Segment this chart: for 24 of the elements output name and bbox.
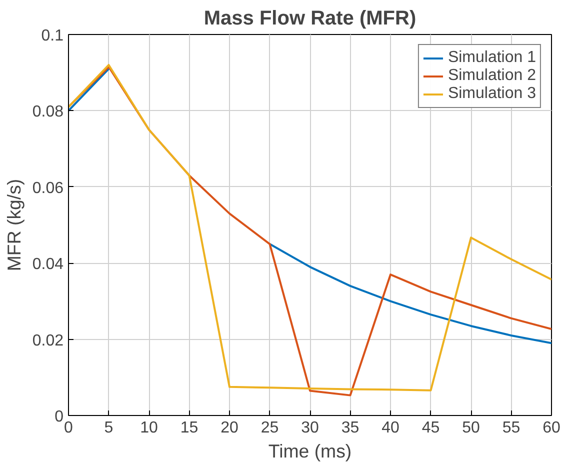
x-tick-label: 60	[542, 420, 560, 436]
x-tick-label: 30	[301, 420, 319, 436]
x-tick-label: 25	[260, 420, 279, 436]
y-tick-label: 0.02	[32, 332, 64, 350]
x-tick-label: 45	[422, 420, 440, 436]
x-tick-label: 20	[220, 420, 238, 436]
legend-label: Simulation 1	[448, 49, 536, 67]
x-tick-label: 15	[180, 420, 198, 436]
y-tick-label: 0	[54, 408, 64, 426]
y-tick-label: 0.08	[32, 104, 64, 121]
x-tick-label: 5	[104, 420, 114, 436]
y-tick-label: 0.04	[32, 256, 64, 274]
legend-label: Simulation 2	[448, 67, 536, 85]
x-tick-label: 35	[341, 420, 360, 436]
y-tick-label: 0.06	[32, 180, 64, 197]
chart-title: Mass Flow Rate (MFR)	[204, 8, 416, 30]
y-tick-label: 0.1	[41, 28, 64, 44]
x-tick-label: 50	[462, 420, 480, 436]
legend-label: Simulation 3	[448, 85, 536, 103]
x-tick-label: 10	[140, 420, 158, 436]
x-tick-label: 40	[382, 420, 400, 436]
x-axis-title: Time (ms)	[268, 440, 352, 462]
y-axis-title: MFR (kg/s)	[3, 178, 24, 272]
x-tick-label: 55	[502, 420, 520, 436]
